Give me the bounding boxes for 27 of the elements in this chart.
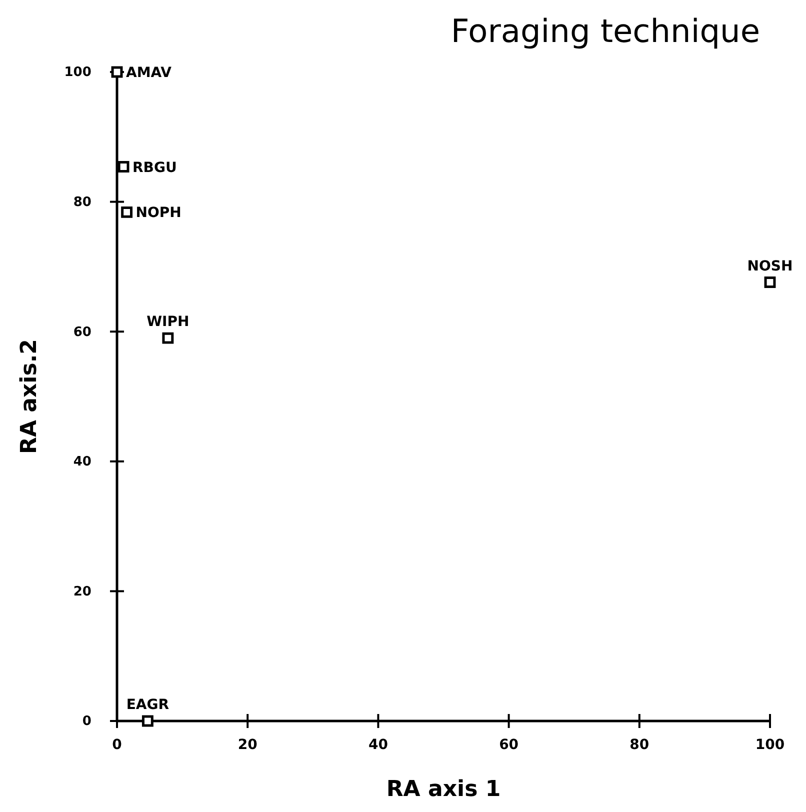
annotation: AMAV bbox=[126, 65, 172, 81]
y-tick-label: 80 bbox=[73, 194, 92, 210]
point bbox=[162, 332, 174, 344]
y-tick-label: 100 bbox=[64, 65, 92, 80]
y-tick-label: 40 bbox=[73, 454, 92, 470]
chart-title: Foraging technique bbox=[450, 12, 760, 50]
y-axis-title: RA axis.2 bbox=[17, 339, 42, 454]
point bbox=[111, 66, 123, 78]
annotation: WIPH bbox=[146, 314, 190, 330]
annotation: NOPH bbox=[136, 205, 182, 222]
point bbox=[764, 276, 776, 288]
annotation: EAGR bbox=[126, 697, 170, 713]
annotation: NOSH bbox=[747, 258, 793, 274]
annotation: RBGU bbox=[132, 160, 177, 176]
x-tick-label: 20 bbox=[238, 736, 258, 753]
y-tick-label: 0 bbox=[82, 714, 92, 730]
x-tick-label: 80 bbox=[630, 736, 650, 753]
x-tick-label: 100 bbox=[755, 736, 785, 753]
point bbox=[121, 206, 133, 218]
x-tick-label: 0 bbox=[112, 736, 122, 753]
point bbox=[142, 715, 154, 727]
point bbox=[118, 161, 130, 172]
y-tick-label: 60 bbox=[73, 324, 92, 340]
x-tick-label: 60 bbox=[499, 736, 519, 753]
y-tick-label: 20 bbox=[73, 584, 92, 600]
x-axis-title: RA axis 1 bbox=[386, 777, 501, 802]
x-tick-label: 40 bbox=[368, 736, 388, 753]
